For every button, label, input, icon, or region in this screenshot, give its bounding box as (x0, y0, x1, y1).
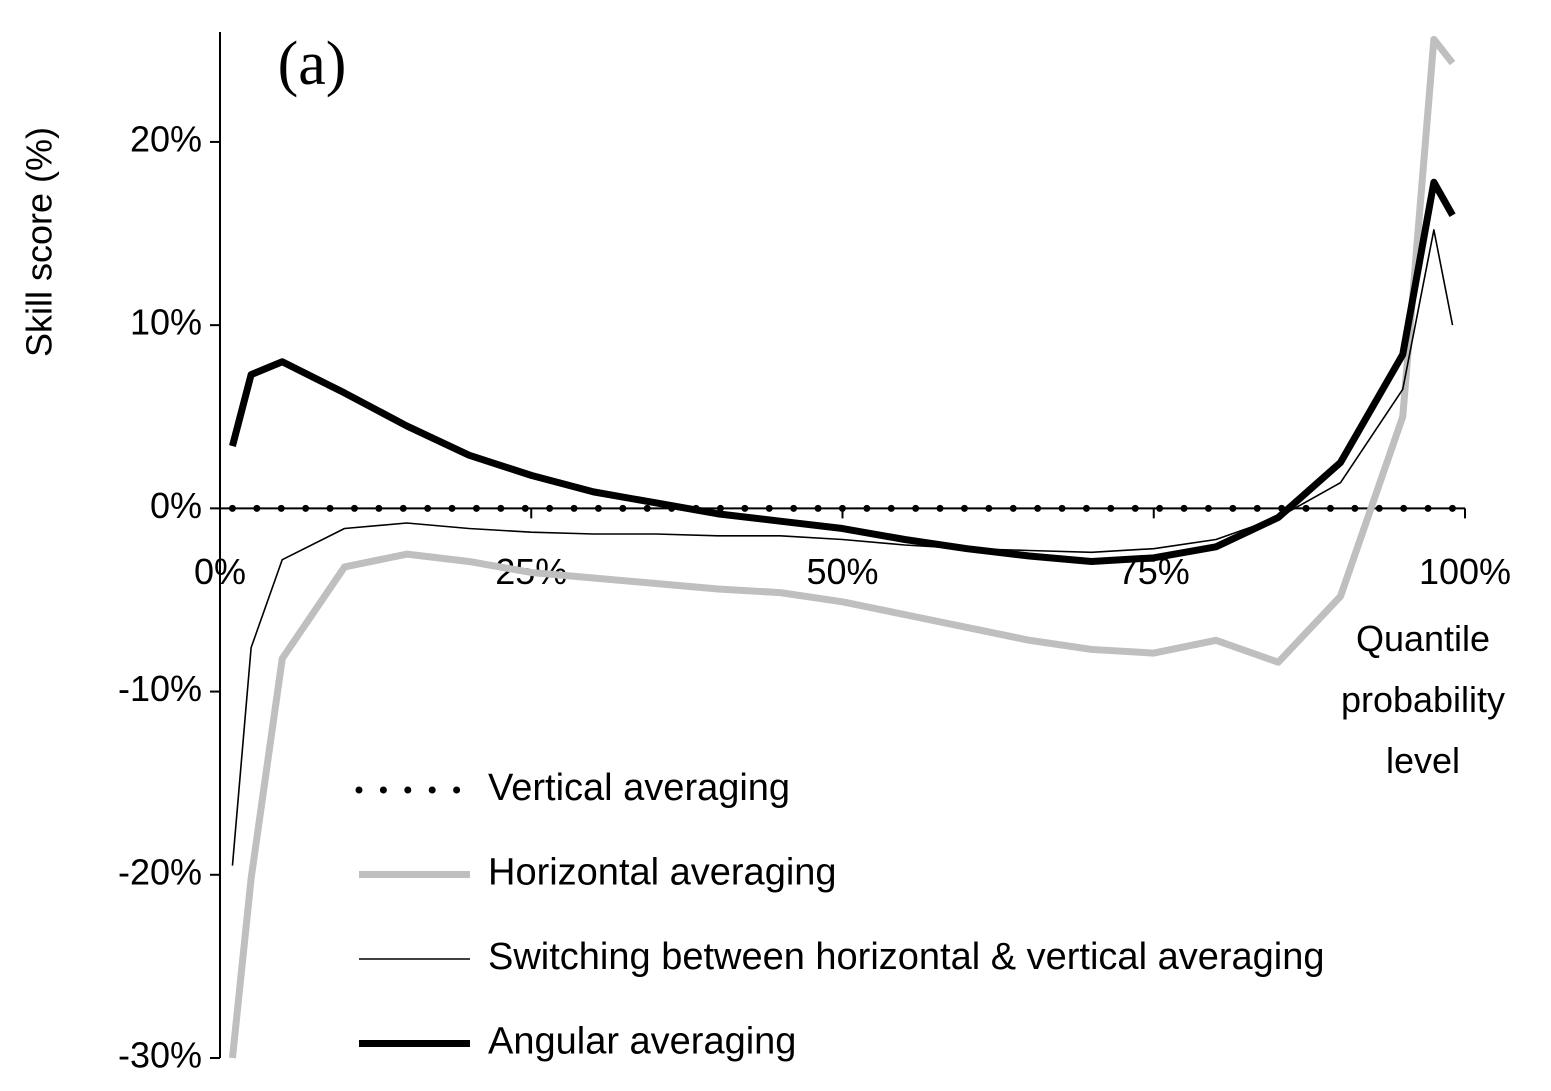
panel-label: (a) (278, 30, 347, 98)
series-line (231, 229, 1454, 866)
series-line (228, 35, 1456, 1059)
y-tick-label: -20% (118, 851, 202, 892)
y-tick-label: 0% (150, 485, 202, 526)
y-tick-label: -10% (118, 668, 202, 709)
legend-label: Angular averaging (488, 1021, 796, 1063)
x-tick-label: 100% (1419, 551, 1511, 592)
series-line (229, 178, 1456, 565)
legend-label: Horizontal averaging (488, 852, 837, 894)
legend-label: Switching between horizontal & vertical … (488, 936, 1324, 978)
y-tick-label: 10% (130, 302, 202, 343)
x-axis-label: Quantile probability level (1340, 618, 1506, 781)
x-tick-label: 50% (806, 551, 878, 592)
x-tick-label: 0% (194, 551, 246, 592)
legend-label: Vertical averaging (488, 767, 790, 809)
y-axis-label: Skill score (%) (19, 127, 60, 357)
y-tick-label: 20% (130, 118, 202, 159)
y-tick-label: -30% (118, 1035, 202, 1076)
